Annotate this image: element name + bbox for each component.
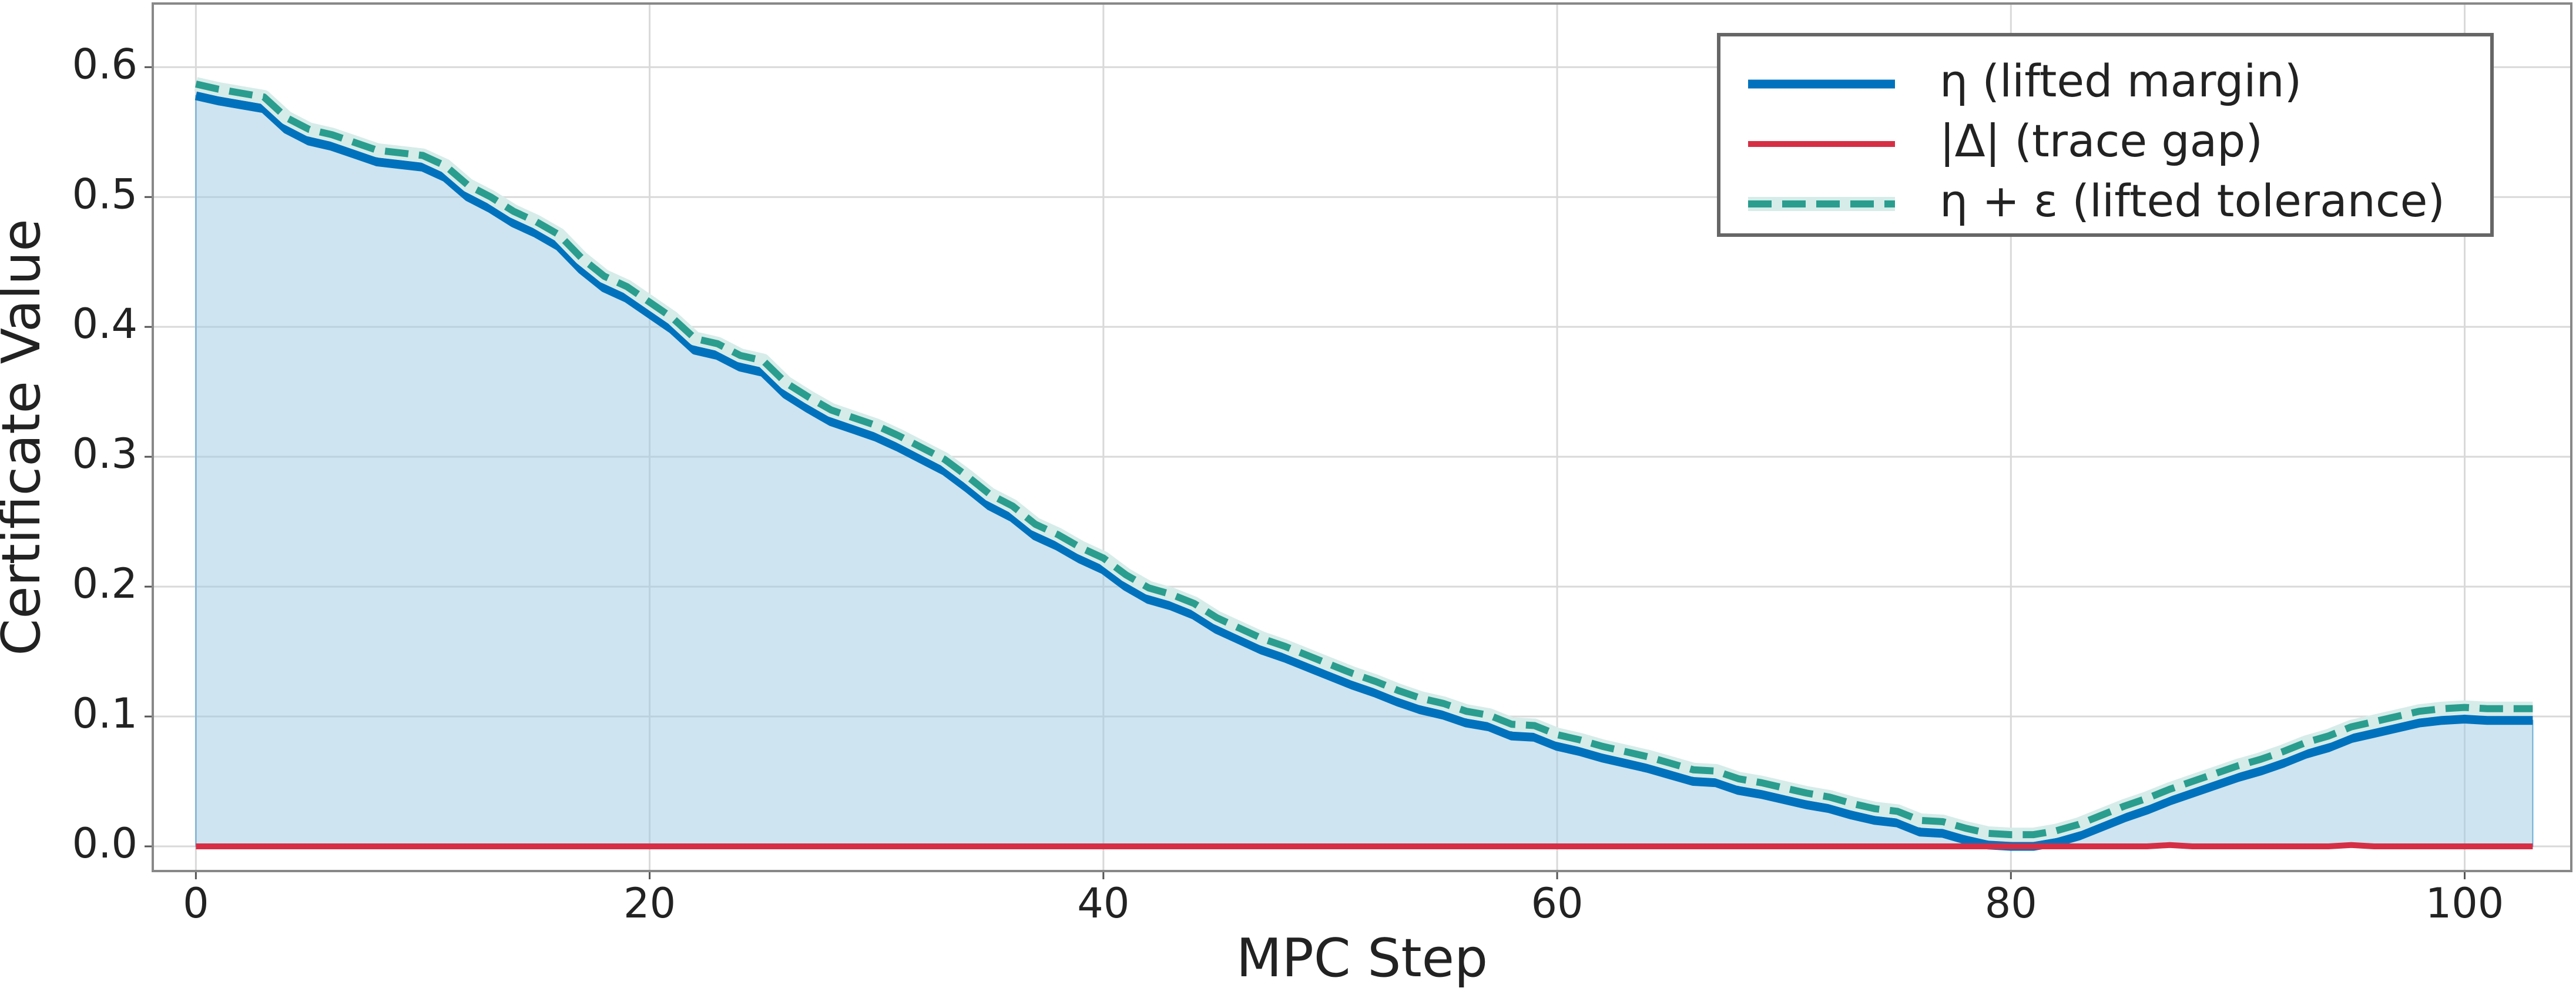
legend-label: η + ε (lifted tolerance)	[1940, 175, 2445, 227]
y-tick-label: 0.4	[72, 300, 137, 348]
x-tick-label: 100	[2426, 879, 2504, 927]
line	[195, 81, 2533, 839]
y-tick-label: 0.6	[72, 40, 137, 88]
y-tick-label: 0.5	[72, 170, 137, 218]
legend-label: |Δ| (trace gap)	[1940, 115, 2263, 168]
x-tick-label: 80	[1985, 879, 2037, 927]
legend-label: η (lifted margin)	[1940, 55, 2302, 107]
y-axis-label: Certificate Value	[0, 219, 52, 655]
y-tick-label: 0.3	[72, 430, 137, 478]
x-tick-label: 20	[623, 879, 676, 927]
x-axis-label: MPC Step	[1236, 927, 1488, 989]
y-tick-label: 0.2	[72, 560, 137, 608]
line	[194, 91, 2533, 851]
line	[196, 842, 2533, 849]
x-tick-label: 0	[183, 879, 209, 927]
x-tick-label: 60	[1531, 879, 1584, 927]
y-tick-label: 0.0	[72, 819, 137, 868]
plot-frame	[152, 2, 2572, 872]
x-tick-label: 40	[1077, 879, 1129, 927]
y-tick-label: 0.1	[72, 689, 137, 738]
